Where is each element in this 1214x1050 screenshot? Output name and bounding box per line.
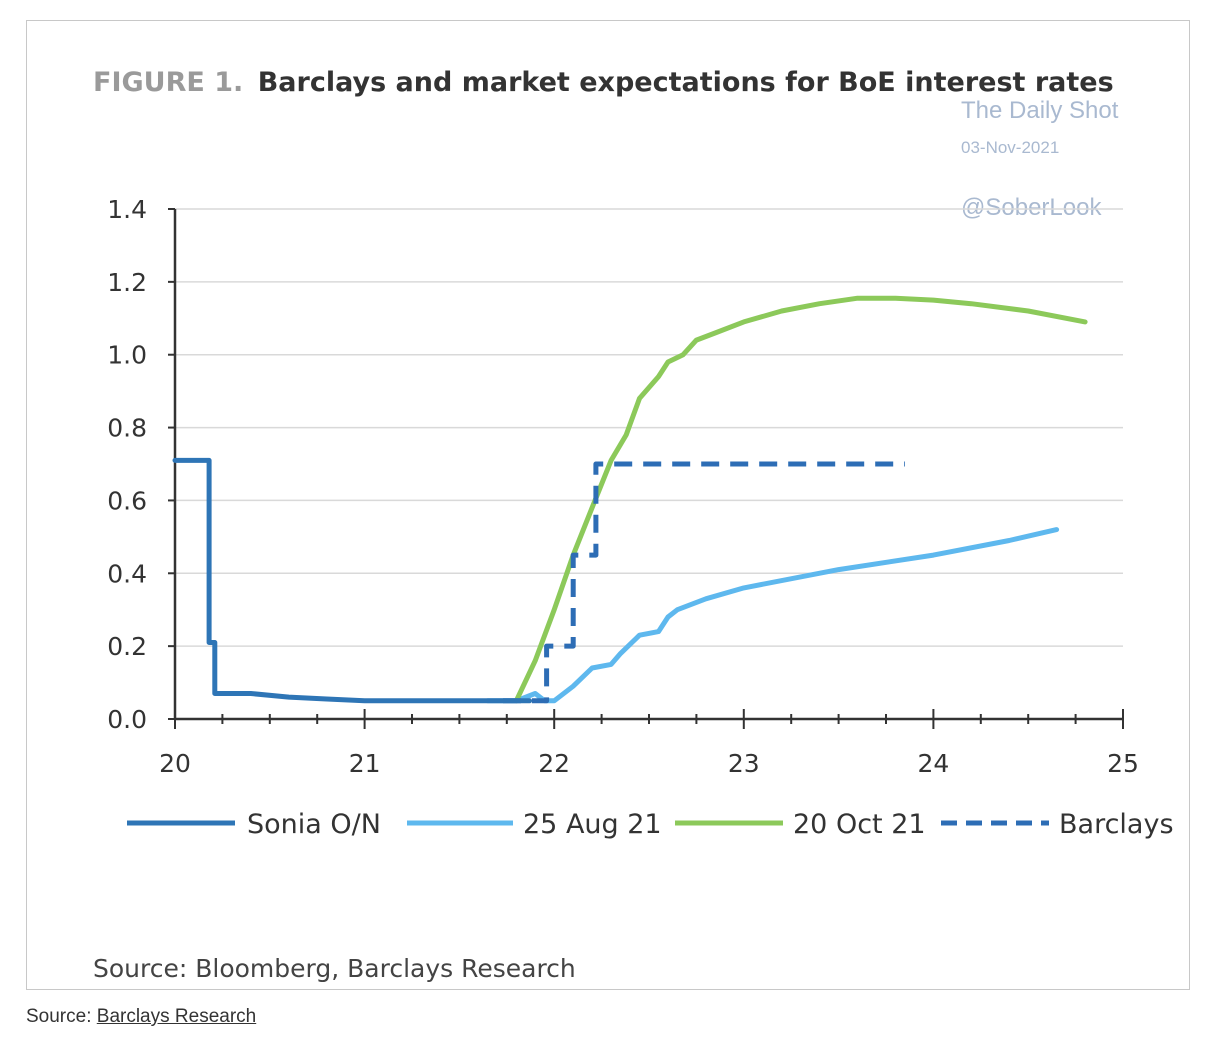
legend-label-sonia-o-n: Sonia O/N	[247, 809, 381, 840]
footer-source-link[interactable]: Barclays Research	[96, 1006, 257, 1027]
x-tick-label: 22	[538, 749, 570, 778]
chart-frame: FIGURE 1. Barclays and market expectatio…	[26, 20, 1190, 990]
x-tick-label: 25	[1107, 749, 1139, 778]
figure-title-text: Barclays and market expectations for BoE…	[258, 67, 1114, 98]
x-tick-label: 21	[349, 749, 381, 778]
series-line-sonia-o-n	[172, 457, 533, 704]
y-tick-label: 1.2	[107, 268, 147, 297]
watermark-title: The Daily Shot	[961, 97, 1119, 124]
y-tick-label: 0.0	[107, 705, 147, 734]
y-tick-label: 0.4	[107, 559, 147, 588]
watermark-date: 03-Nov-2021	[961, 138, 1059, 157]
series-line-20-oct-21	[513, 295, 1088, 704]
x-tick-label: 24	[917, 749, 949, 778]
x-tick-label: 20	[159, 749, 191, 778]
legend-label-25-aug-21: 25 Aug 21	[523, 809, 662, 840]
y-tick-label: 1.0	[107, 341, 147, 370]
x-tick-label: 23	[728, 749, 760, 778]
series-layer	[172, 295, 1088, 704]
y-tick-label: 1.4	[107, 195, 147, 224]
inner-source: Source: Bloomberg, Barclays Research	[93, 954, 576, 983]
footer-source: Source: Barclays Research	[26, 1006, 256, 1028]
figure-title: FIGURE 1. Barclays and market expectatio…	[93, 67, 1114, 98]
y-tick-label: 0.2	[107, 632, 147, 661]
legend-label-20-oct-21: 20 Oct 21	[793, 809, 926, 840]
legend-label-barclays: Barclays	[1059, 809, 1174, 840]
figure-label: FIGURE 1.	[93, 67, 243, 98]
footer-source-prefix: Source:	[26, 1006, 97, 1027]
legend: Sonia O/N 25 Aug 21 20 Oct 21 Barclays	[127, 809, 1174, 840]
chart: FIGURE 1. Barclays and market expectatio…	[93, 67, 1174, 983]
gridlines	[175, 208, 1123, 647]
watermark-handle: @SoberLook	[961, 194, 1102, 221]
y-tick-label: 0.6	[107, 486, 147, 515]
y-tick-label: 0.8	[107, 414, 147, 443]
axes: 0.0 0.2 0.4 0.6 0.8 1.0 1.2 1.4 20 21 22 23 24 25	[107, 195, 1139, 778]
